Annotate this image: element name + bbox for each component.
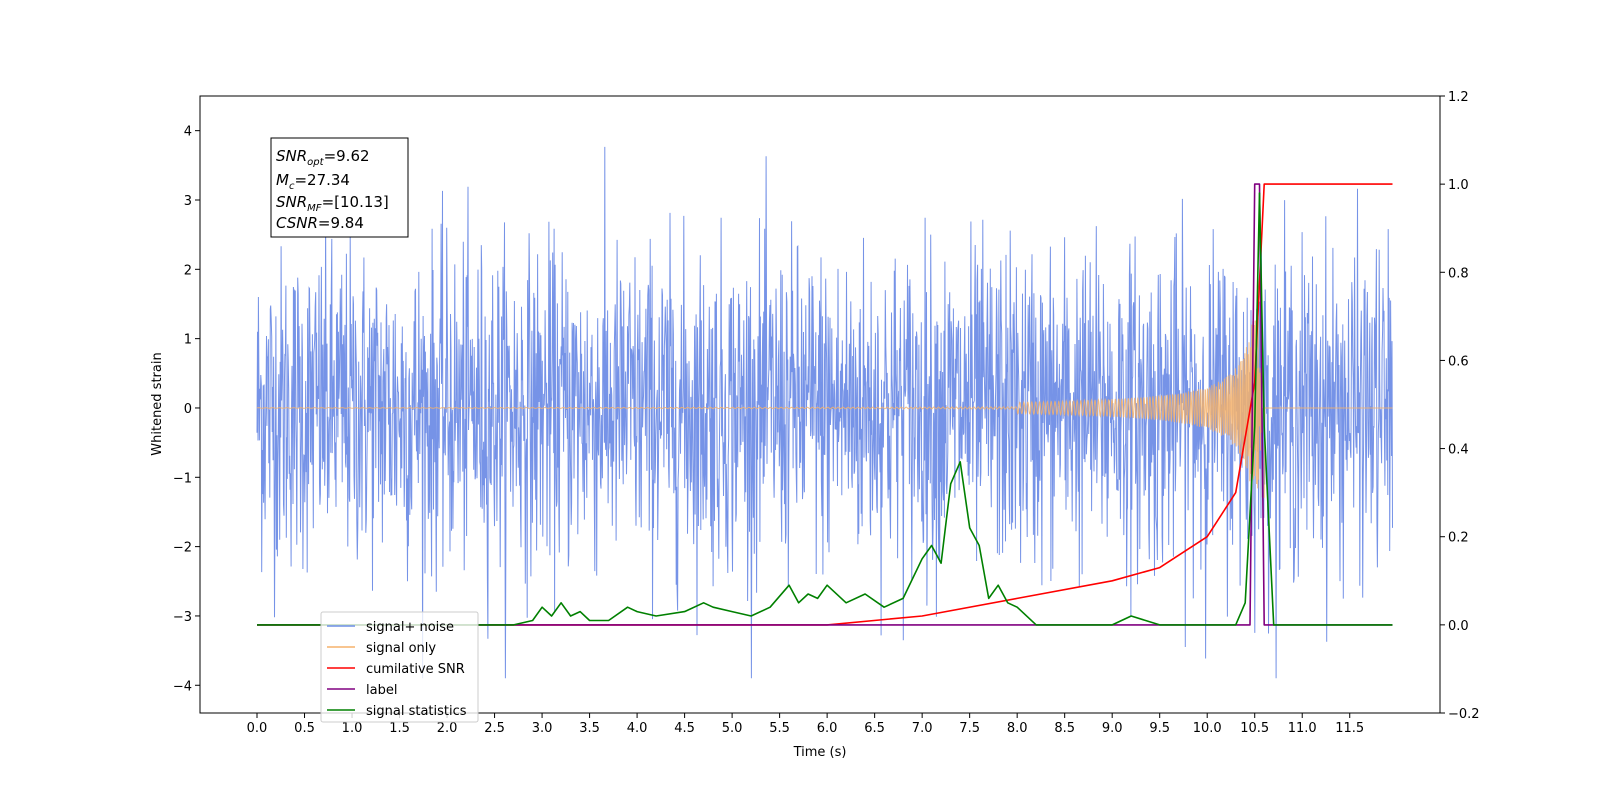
y-left-tick-label: 0 — [184, 402, 192, 417]
x-tick-label: 5.5 — [769, 721, 790, 736]
x-tick-label: 9.5 — [1149, 721, 1170, 736]
x-axis-label: Time (s) — [793, 745, 847, 760]
x-tick-label: 10.0 — [1193, 721, 1222, 736]
annotation-snr-opt: SNRopt=9.62 — [276, 147, 370, 168]
y-right-tick-label: 1.0 — [1448, 178, 1469, 193]
x-tick-label: 0.0 — [247, 721, 268, 736]
annotation-mc: Mc=27.34 — [276, 171, 350, 192]
x-tick-label: 7.0 — [912, 721, 933, 736]
y-left-tick-label: 3 — [184, 194, 192, 209]
y-right-tick-label: 0.2 — [1448, 531, 1469, 546]
y-left-tick-label: −4 — [173, 679, 192, 694]
y-right-tick-label: −0.2 — [1448, 707, 1480, 722]
y-left-tick-label: −1 — [173, 471, 192, 486]
x-tick-label: 1.0 — [342, 721, 363, 736]
y-right-tick-label: 0.0 — [1448, 619, 1469, 634]
y-left-tick-label: 2 — [184, 263, 192, 278]
plot-area — [256, 146, 1393, 679]
x-tick-label: 11.5 — [1335, 721, 1364, 736]
x-axis: 0.0 0.5 1.0 1.5 2.0 2.5 3.0 3.5 4.0 4.5 5.0 5.5 6.0 6… — [247, 713, 1364, 736]
y-axis-right: 1.2 1.0 0.8 0.6 0.4 0.2 0.0 −0.2 — [1440, 90, 1480, 722]
x-tick-label: 8.5 — [1054, 721, 1075, 736]
y-left-tick-label: −3 — [173, 610, 192, 625]
annotation-csnr: CSNR=9.84 — [276, 214, 364, 232]
x-tick-label: 4.0 — [627, 721, 648, 736]
series-signal-statistics — [257, 192, 1393, 626]
x-tick-label: 0.5 — [294, 721, 315, 736]
x-tick-label: 3.5 — [579, 721, 600, 736]
y-axis-label: Whitened strain — [150, 352, 165, 455]
y-left-tick-label: 4 — [184, 125, 192, 140]
y-axis-left: 4 3 2 1 0 −1 −2 −3 −4 — [173, 125, 200, 694]
x-tick-label: 6.0 — [817, 721, 838, 736]
x-tick-label: 3.0 — [532, 721, 553, 736]
legend: signal+ noise signal only cumilative SNR la… — [320, 611, 479, 723]
y-right-tick-label: 0.6 — [1448, 354, 1469, 369]
x-tick-label: 9.0 — [1102, 721, 1123, 736]
x-tick-label: 5.0 — [722, 721, 743, 736]
annotation-box: SNRopt=9.62 Mc=27.34 SNRMF=[10.13] CSNR=… — [270, 137, 409, 238]
y-right-tick-label: 0.4 — [1448, 443, 1469, 458]
x-tick-label: 6.5 — [864, 721, 885, 736]
series-signal-only — [256, 318, 1393, 498]
x-tick-label: 4.5 — [674, 721, 695, 736]
y-left-tick-label: 1 — [184, 333, 192, 348]
x-tick-label: 2.5 — [484, 721, 505, 736]
series-signal-plus-noise — [256, 146, 1393, 679]
legend-label: signal statistics — [366, 704, 467, 719]
y-right-tick-label: 1.2 — [1448, 90, 1469, 105]
annotation-snr-mf: SNRMF=[10.13] — [276, 193, 389, 214]
x-tick-label: 7.5 — [959, 721, 980, 736]
y-right-tick-label: 0.8 — [1448, 266, 1469, 281]
x-tick-label: 10.5 — [1240, 721, 1269, 736]
legend-label: signal+ noise — [366, 620, 454, 635]
x-tick-label: 11.0 — [1288, 721, 1317, 736]
x-tick-label: 1.5 — [389, 721, 410, 736]
legend-frame — [320, 611, 479, 723]
legend-label: signal only — [366, 641, 436, 656]
x-tick-label: 2.0 — [437, 721, 458, 736]
legend-label: cumilative SNR — [366, 662, 465, 677]
series-cumilative-snr — [257, 183, 1393, 626]
x-tick-label: 8.0 — [1007, 721, 1028, 736]
legend-label: label — [366, 683, 397, 698]
axes-frame — [199, 95, 1441, 714]
y-left-tick-label: −2 — [173, 541, 192, 556]
